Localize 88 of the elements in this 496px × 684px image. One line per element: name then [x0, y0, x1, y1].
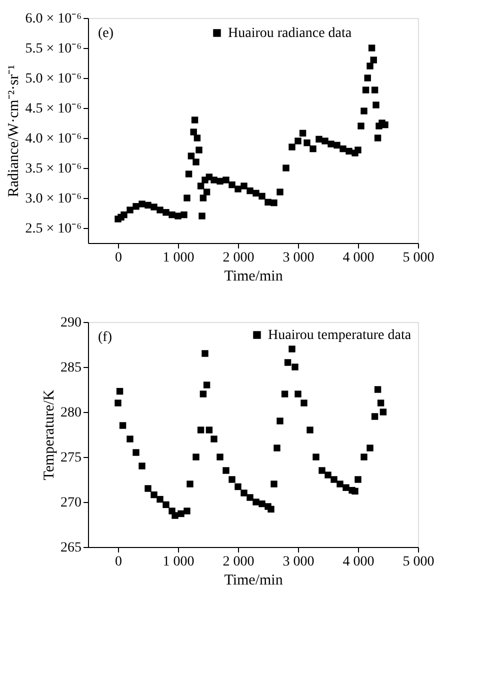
point: [380, 408, 387, 416]
point: [324, 472, 332, 478]
point: [352, 488, 358, 495]
point: [132, 449, 140, 456]
y-tick-label: 285: [60, 360, 82, 376]
annotation: (f): [98, 330, 112, 345]
point: [234, 483, 242, 490]
point: [374, 386, 382, 393]
y-tick-label: 270: [60, 496, 82, 510]
point: [306, 426, 314, 434]
point: [200, 390, 207, 398]
point: [294, 390, 302, 398]
x-axis-title: Time/min: [224, 572, 284, 588]
y-tick-label: 5.5 × 10⁻⁶: [25, 42, 82, 56]
point: [354, 476, 362, 483]
x-tick-label: 3 000: [282, 250, 314, 266]
point: [270, 480, 278, 488]
point: [222, 467, 230, 474]
legend-label: Huairou radiance data: [228, 26, 352, 41]
x-tick-label: 5 000: [402, 554, 434, 570]
point: [281, 390, 288, 398]
point: [371, 413, 378, 420]
point: [210, 436, 218, 442]
x-tick-label: 2 000: [222, 250, 254, 266]
point: [342, 484, 350, 491]
annotation: (e): [98, 26, 114, 41]
point: [268, 506, 274, 513]
point: [144, 485, 152, 492]
x-tick-label: 3 000: [282, 554, 314, 570]
x-tick-label: 4 000: [342, 554, 374, 570]
point: [312, 454, 320, 460]
point: [216, 454, 224, 460]
x-tick-label: 5 000: [402, 250, 434, 266]
x-tick-label: 2 000: [222, 554, 254, 570]
x-tick-label: 1 000: [162, 554, 194, 570]
y-tick-label: 4.0 × 10⁻⁶: [25, 132, 82, 146]
point: [192, 454, 200, 460]
point: [336, 480, 344, 488]
point: [184, 508, 190, 514]
point: [202, 350, 208, 357]
point: [138, 462, 146, 470]
point: [300, 400, 308, 406]
point: [116, 388, 124, 395]
point: [197, 426, 204, 434]
y-tick-label: 265: [60, 540, 82, 556]
y-tick-label: 2.5 × 10⁻⁶: [25, 222, 82, 236]
point: [172, 512, 178, 519]
point: [240, 490, 248, 496]
x-axis-title: Time/min: [224, 268, 284, 284]
y-tick-label: 3.5 × 10⁻⁶: [25, 162, 82, 176]
point: [252, 498, 260, 506]
x-tick-label: 0: [115, 554, 122, 570]
point: [366, 444, 374, 452]
y-axis-title: Temperature/K: [42, 390, 58, 480]
point: [186, 480, 194, 488]
point: [258, 500, 266, 508]
point: [360, 454, 368, 460]
point: [203, 382, 210, 388]
point: [150, 491, 158, 498]
point: [156, 496, 164, 503]
point: [377, 400, 384, 406]
x-tick-label: 0: [115, 250, 122, 266]
point: [284, 359, 292, 366]
point: [276, 418, 284, 424]
point: [330, 476, 338, 483]
point: [126, 436, 134, 442]
point: [318, 467, 326, 474]
point: [246, 494, 254, 501]
point: [162, 501, 170, 508]
y-tick-label: 4.5 × 10⁻⁶: [25, 102, 82, 116]
y-tick-label: 290: [60, 316, 82, 330]
y-axis-title: Radiance/W·cm⁻²·sr⁻¹: [6, 64, 22, 198]
y-tick-label: 3.0 × 10⁻⁶: [25, 192, 82, 206]
point: [228, 476, 236, 483]
y-tick-label: 275: [60, 450, 82, 466]
y-tick-label: 6.0 × 10⁻⁶: [25, 12, 82, 26]
point: [274, 444, 280, 452]
x-tick-label: 4 000: [342, 250, 374, 266]
y-tick-label: 280: [60, 406, 82, 420]
point: [292, 364, 298, 370]
point: [178, 510, 184, 518]
point: [206, 426, 213, 434]
x-tick-label: 1 000: [162, 250, 194, 266]
legend-label: Huairou temperature data: [268, 328, 412, 343]
point: [288, 346, 296, 352]
point: [114, 400, 122, 406]
y-tick-label: 5.0 × 10⁻⁶: [25, 72, 82, 86]
point: [119, 422, 126, 429]
